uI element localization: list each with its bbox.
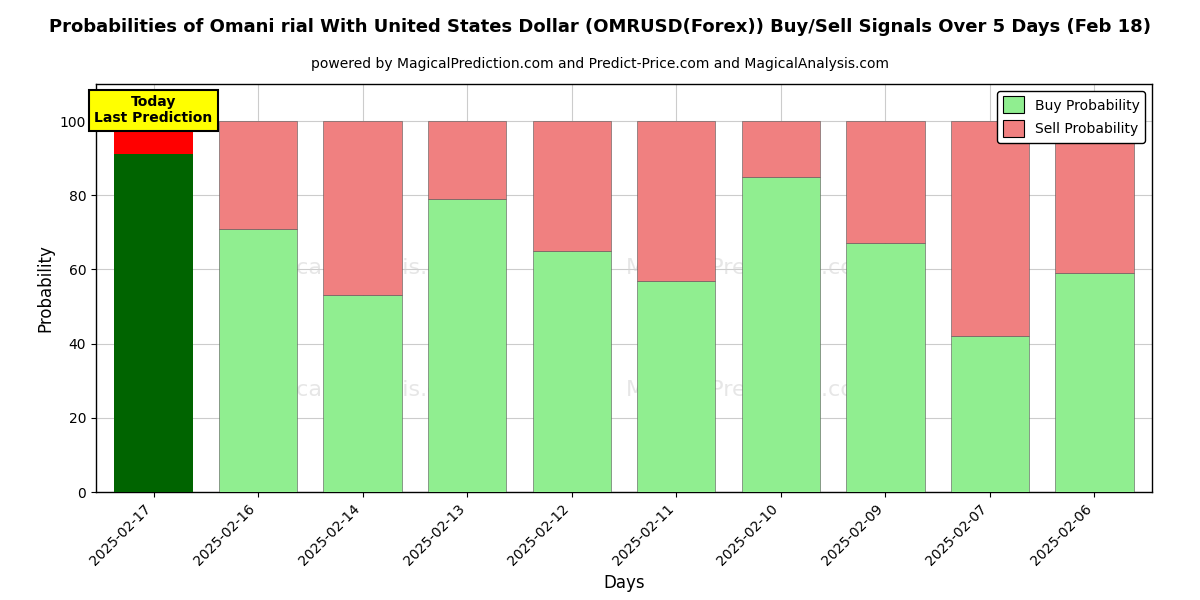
Text: MagicalAnalysis.com: MagicalAnalysis.com	[244, 380, 476, 400]
Bar	[324, 295, 402, 492]
Bar	[637, 121, 715, 281]
Bar	[950, 336, 1030, 492]
Bar	[428, 121, 506, 199]
Bar	[324, 121, 402, 295]
Bar	[1055, 121, 1134, 273]
Bar	[950, 121, 1030, 336]
Bar	[1055, 273, 1134, 492]
Bar	[637, 281, 715, 492]
Bar	[533, 121, 611, 251]
Bar	[742, 121, 820, 177]
Text: MagicalPrediction.com: MagicalPrediction.com	[625, 380, 876, 400]
Bar	[846, 121, 924, 244]
Bar	[218, 121, 298, 229]
Bar	[114, 154, 193, 492]
Bar	[846, 244, 924, 492]
Bar	[218, 229, 298, 492]
X-axis label: Days: Days	[604, 574, 644, 592]
Text: Probabilities of Omani rial With United States Dollar (OMRUSD(Forex)) Buy/Sell S: Probabilities of Omani rial With United …	[49, 18, 1151, 36]
Text: Today
Last Prediction: Today Last Prediction	[95, 95, 212, 125]
Text: powered by MagicalPrediction.com and Predict-Price.com and MagicalAnalysis.com: powered by MagicalPrediction.com and Pre…	[311, 57, 889, 71]
Text: MagicalAnalysis.com: MagicalAnalysis.com	[244, 257, 476, 278]
Bar	[428, 199, 506, 492]
Bar	[114, 121, 193, 154]
Bar	[742, 177, 820, 492]
Y-axis label: Probability: Probability	[36, 244, 54, 332]
Bar	[533, 251, 611, 492]
Legend: Buy Probability, Sell Probability: Buy Probability, Sell Probability	[997, 91, 1145, 143]
Text: MagicalPrediction.com: MagicalPrediction.com	[625, 257, 876, 278]
